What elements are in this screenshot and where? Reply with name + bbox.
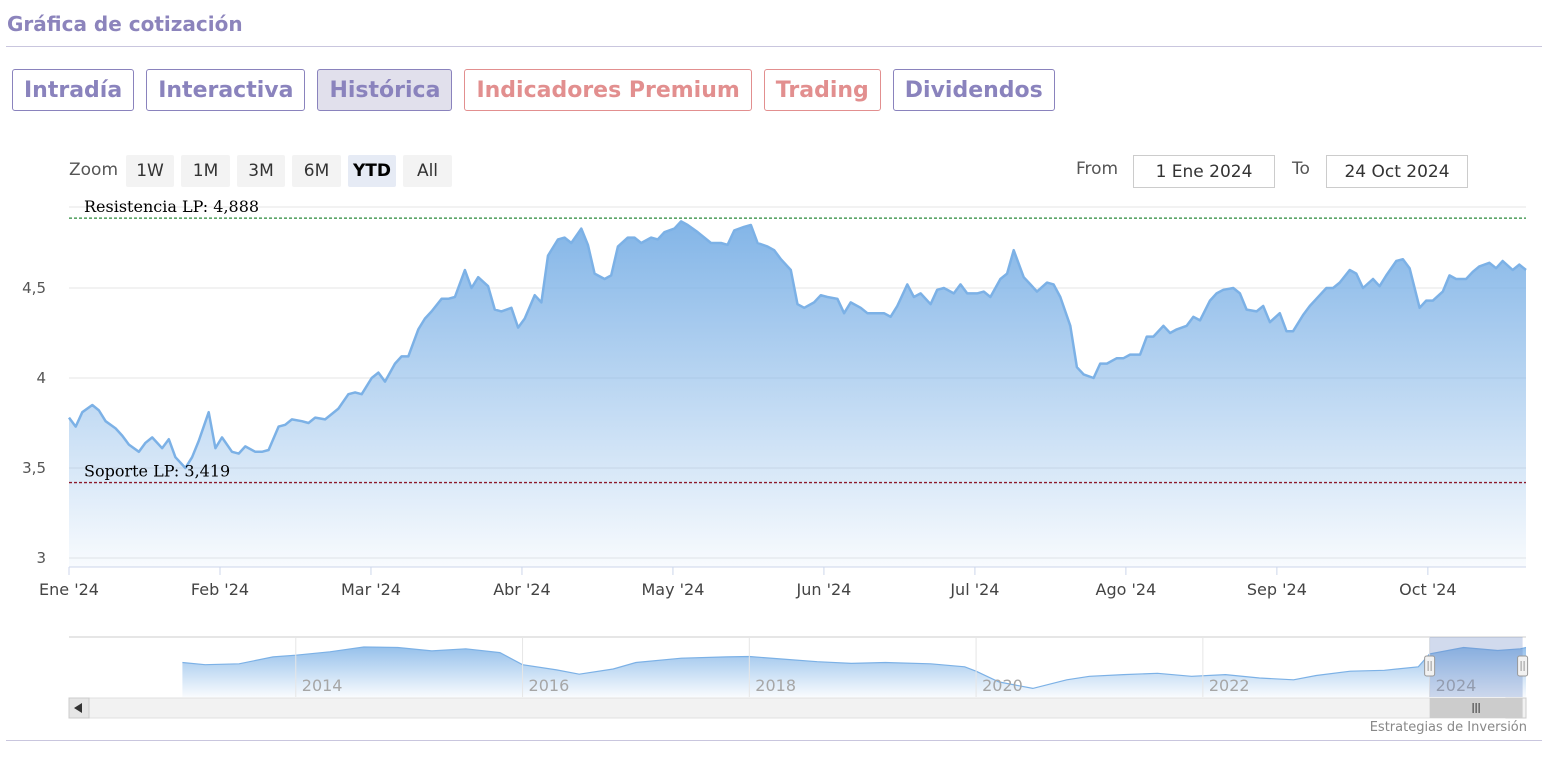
navigator-window [1429,637,1523,697]
y-tick-label: 4,5 [22,279,46,297]
navigator-tick-label: 2014 [302,676,343,695]
zoom-ytd-button[interactable]: YTD [348,155,396,187]
navigator-tick-label: 2020 [982,676,1023,695]
plot-lines: Resistencia LP: 4,888 Soporte LP: 3,419 [69,197,1526,484]
y-tick-label: 3 [36,549,46,567]
page-title: Gráfica de cotización [7,12,243,36]
tab-intradia[interactable]: Intradía [12,69,135,111]
handle-body [1517,655,1529,677]
to-date-input[interactable]: 24 Oct 2024 [1326,155,1468,188]
price-area [69,221,1526,567]
zoom-1m-button[interactable]: 1M [181,155,230,187]
x-tick-label: Ene '24 [39,580,99,599]
scrollbar-thumb[interactable] [1429,698,1523,718]
scrollbar-track [68,697,1527,719]
tab-trading[interactable]: Trading [763,69,881,111]
x-tick-label: Oct '24 [1399,580,1457,599]
footer-divider [6,740,1542,741]
navigator-area [182,647,1526,697]
navigator-handle-left[interactable] [1424,655,1436,677]
x-tick-label: Feb '24 [191,580,249,599]
from-date-input[interactable]: 1 Ene 2024 [1133,155,1275,188]
price-line [67,220,1527,470]
zoom-3m-button[interactable]: 3M [237,155,285,187]
navigator-scrollbar[interactable] [68,697,1527,719]
resistance-label: Resistencia LP: 4,888 [84,197,259,216]
y-tick-label: 4 [36,369,46,387]
x-tick-label: May '24 [641,580,704,599]
tab-historica[interactable]: Histórica [317,69,453,111]
navigator-tick-label: 2018 [755,676,796,695]
zoom-all-button[interactable]: All [403,155,452,187]
zoom-6m-button[interactable]: 6M [292,155,341,187]
chevron-left-icon [74,703,82,713]
tab-dividendos[interactable]: Dividendos [892,69,1055,111]
y-tick-label: 3,5 [22,459,46,477]
zoom-label: Zoom [69,160,119,180]
navigator-handle-right[interactable] [1517,655,1529,677]
to-label: To [1292,159,1310,179]
x-tick-label: Sep '24 [1247,580,1307,599]
x-tick-label: Jul '24 [949,580,999,599]
credit-label: Estrategias de Inversión [1369,720,1527,735]
from-label: From [1076,159,1119,179]
x-tick-label: Ago '24 [1096,580,1157,599]
tab-interactiva[interactable]: Interactiva [146,69,306,111]
navigator-tick-label: 2024 [1436,676,1477,695]
navigator-line [182,646,1527,690]
support-label: Soporte LP: 3,419 [84,462,230,481]
zoom-1w-button[interactable]: 1W [126,155,174,187]
x-tick-label: Mar '24 [341,580,401,599]
header-divider [6,46,1542,47]
tab-indicadores-premium[interactable]: Indicadores Premium [464,69,752,111]
navigator-tick-label: 2016 [529,676,570,695]
scroll-left-button[interactable] [68,697,90,719]
navigator-tick-label: 2022 [1209,676,1250,695]
x-tick-label: Jun '24 [796,580,852,599]
handle-body [1424,655,1436,677]
chart-axes: 3 3,5 4 4,5 Ene '24 Feb '24 Mar '24 Abr '24 May … [22,279,1526,599]
tab-bar: Intradía Interactiva Histórica Indicador… [12,69,1055,111]
navigator[interactable]: 2014 2016 2018 2020 2022 2024 [68,636,1529,719]
x-tick-label: Abr '24 [493,580,551,599]
